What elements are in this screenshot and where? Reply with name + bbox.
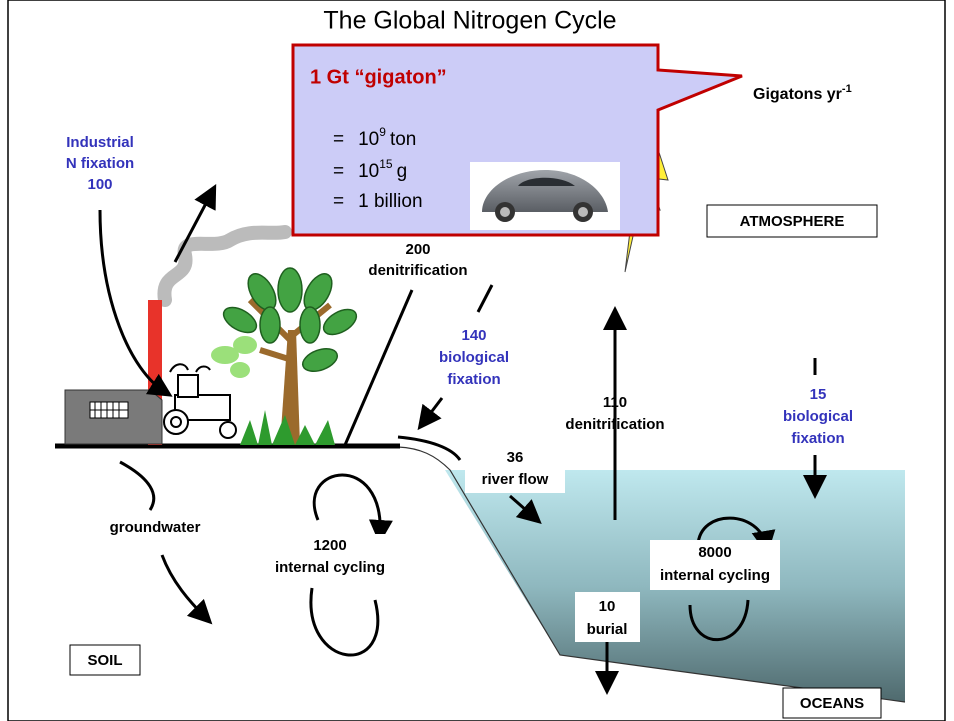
flow-label: 36 [507, 449, 524, 466]
flow-label: biological [783, 408, 853, 425]
flow-label: 15 [810, 386, 827, 403]
car-picture [470, 162, 620, 230]
flow-label: N fixation [66, 155, 134, 172]
flow-label: burial [587, 621, 628, 638]
flow-label: denitrification [368, 262, 467, 279]
flow-label: biological [439, 349, 509, 366]
callout-heading: 1 Gt “gigaton” [310, 66, 447, 88]
flow-label: Industrial [66, 134, 134, 151]
reservoir-label: OCEANS [800, 695, 864, 712]
units: Gigatons yr-1 [753, 83, 852, 103]
flow-label: 10 [599, 598, 616, 615]
flow-label: 200 [405, 241, 430, 258]
flow-label: 100 [87, 176, 112, 193]
pool-label: internal cycling [275, 559, 385, 576]
reservoir-label: SOIL [87, 652, 122, 669]
flow-label: 140 [461, 327, 486, 344]
flow-label: fixation [447, 371, 500, 388]
nitrogen-cycle-diagram: 1 Gt “gigaton” =109ton =1015g =1 billion… [0, 0, 954, 721]
tractor [164, 364, 236, 438]
flow-label: fixation [791, 430, 844, 447]
pool-label: 8000 [698, 544, 731, 561]
title: The Global Nitrogen Cycle [323, 7, 616, 35]
flow-label: groundwater [110, 519, 201, 536]
reservoir-label: ATMOSPHERE [740, 213, 845, 230]
flow-label: 110 [603, 394, 627, 411]
flow-label: denitrification [565, 416, 664, 433]
tree [211, 268, 361, 445]
flow-label: river flow [482, 471, 549, 488]
pool-label: internal cycling [660, 567, 770, 584]
pool-label: 1200 [313, 537, 346, 554]
